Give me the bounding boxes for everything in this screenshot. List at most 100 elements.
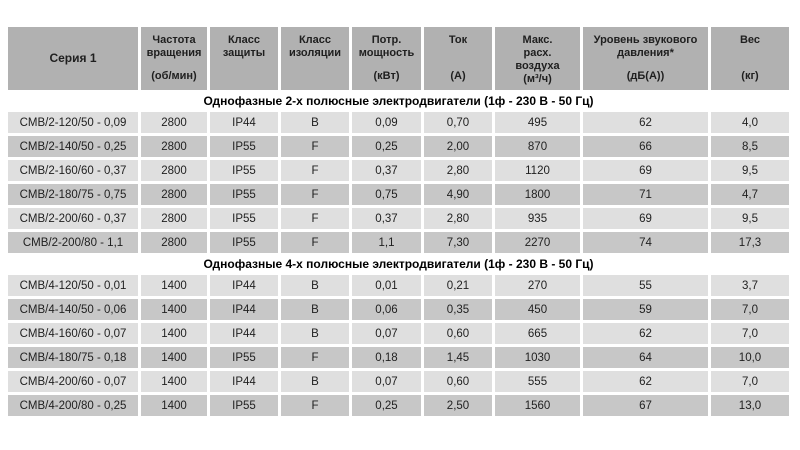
cell-power: 1,1 — [352, 232, 421, 253]
cell-insulation-class: B — [281, 371, 349, 392]
header-title: Вес — [712, 34, 788, 47]
table-row: CMB/4-180/75 - 0,18 1400 IP55 F 0,18 1,45 1030… — [8, 347, 789, 368]
cell-current: 0,60 — [424, 371, 492, 392]
cell-protection-class: IP55 — [210, 160, 278, 181]
header-line: защиты — [222, 47, 266, 59]
cell-weight: 7,0 — [711, 323, 789, 344]
cell-rpm: 1400 — [141, 371, 207, 392]
cell-insulation-class: F — [281, 208, 349, 229]
col-header-rpm: Частота вращения (об/мин) — [141, 27, 207, 90]
cell-power: 0,25 — [352, 136, 421, 157]
cell-insulation-class: B — [281, 275, 349, 296]
header-line: Серия 1 — [49, 51, 97, 65]
header-line: Макс. — [522, 34, 553, 46]
header-title: Макс. расх. воздуха — [496, 34, 579, 73]
cell-insulation-class: F — [281, 160, 349, 181]
table-row: CMB/2-160/60 - 0,37 2800 IP55 F 0,37 2,80 1120… — [8, 160, 789, 181]
cell-sound-level: 66 — [583, 136, 708, 157]
col-header-weight: Вес (кг) — [711, 27, 789, 90]
header-unit: (А) — [450, 70, 466, 82]
cell-current: 4,90 — [424, 184, 492, 205]
cell-insulation-class: B — [281, 323, 349, 344]
cell-weight: 10,0 — [711, 347, 789, 368]
cell-power: 0,07 — [352, 371, 421, 392]
cell-current: 0,70 — [424, 112, 492, 133]
header-unit: (дБ(А)) — [626, 70, 665, 82]
table-row: CMB/4-140/50 - 0,06 1400 IP44 B 0,06 0,35 450 5… — [8, 299, 789, 320]
table-row: CMB/4-200/80 - 0,25 1400 IP55 F 0,25 2,50 1560… — [8, 395, 789, 416]
header-unit: (м³/ч) — [523, 73, 552, 85]
cell-weight: 8,5 — [711, 136, 789, 157]
motor-spec-table: Серия 1 Частота вращения (об/мин) Класс защит… — [5, 24, 792, 419]
header-line: изоляции — [288, 47, 342, 59]
cell-sound-level: 67 — [583, 395, 708, 416]
cell-power: 0,25 — [352, 395, 421, 416]
cell-power: 0,07 — [352, 323, 421, 344]
cell-sound-level: 69 — [583, 208, 708, 229]
cell-sound-level: 62 — [583, 323, 708, 344]
cell-rpm: 1400 — [141, 347, 207, 368]
cell-sound-level: 55 — [583, 275, 708, 296]
cell-sound-level: 62 — [583, 371, 708, 392]
cell-airflow: 450 — [495, 299, 580, 320]
cell-rpm: 2800 — [141, 136, 207, 157]
table-row: CMB/2-200/80 - 1,1 2800 IP55 F 1,1 7,30 2270 74… — [8, 232, 789, 253]
header-line: Класс — [298, 34, 332, 46]
col-header-power: Потр. мощность (кВт) — [352, 27, 421, 90]
cell-insulation-class: F — [281, 232, 349, 253]
col-header-insulation-class: Класс изоляции — [281, 27, 349, 90]
cell-series: CMB/2-200/80 - 1,1 — [8, 232, 138, 253]
cell-protection-class: IP44 — [210, 323, 278, 344]
cell-protection-class: IP55 — [210, 347, 278, 368]
col-header-current: Ток (А) — [424, 27, 492, 90]
cell-protection-class: IP55 — [210, 395, 278, 416]
cell-protection-class: IP55 — [210, 136, 278, 157]
header-line: Частота — [152, 34, 196, 46]
cell-power: 0,37 — [352, 208, 421, 229]
cell-sound-level: 62 — [583, 112, 708, 133]
cell-weight: 17,3 — [711, 232, 789, 253]
header-line: Уровень звукового — [593, 34, 698, 46]
cell-rpm: 1400 — [141, 323, 207, 344]
cell-protection-class: IP44 — [210, 112, 278, 133]
cell-series: CMB/2-160/60 - 0,37 — [8, 160, 138, 181]
cell-power: 0,01 — [352, 275, 421, 296]
col-header-protection-class: Класс защиты — [210, 27, 278, 90]
cell-airflow: 870 — [495, 136, 580, 157]
header-unit: (об/мин) — [151, 70, 197, 82]
cell-protection-class: IP44 — [210, 275, 278, 296]
cell-series: CMB/2-140/50 - 0,25 — [8, 136, 138, 157]
cell-protection-class: IP55 — [210, 208, 278, 229]
header-title: Уровень звукового давления* — [584, 34, 707, 60]
cell-current: 0,21 — [424, 275, 492, 296]
cell-insulation-class: F — [281, 184, 349, 205]
table-row: CMB/4-120/50 - 0,01 1400 IP44 B 0,01 0,21 270 5… — [8, 275, 789, 296]
cell-rpm: 2800 — [141, 160, 207, 181]
cell-series: CMB/4-140/50 - 0,06 — [8, 299, 138, 320]
cell-insulation-class: B — [281, 299, 349, 320]
header-title: Ток — [425, 34, 491, 47]
col-header-sound-level: Уровень звукового давления* (дБ(А)) — [583, 27, 708, 90]
cell-airflow: 1560 — [495, 395, 580, 416]
cell-series: CMB/4-200/60 - 0,07 — [8, 371, 138, 392]
section-header-row: Однофазные 4-х полюсные электродвигатели… — [8, 256, 789, 272]
header-unit: (кВт) — [373, 70, 400, 82]
cell-weight: 9,5 — [711, 160, 789, 181]
header-line: давления* — [617, 47, 674, 59]
cell-rpm: 2800 — [141, 232, 207, 253]
cell-rpm: 1400 — [141, 299, 207, 320]
cell-current: 2,80 — [424, 160, 492, 181]
table-row: CMB/2-200/60 - 0,37 2800 IP55 F 0,37 2,80 935 6… — [8, 208, 789, 229]
cell-sound-level: 59 — [583, 299, 708, 320]
header-line: расх. — [523, 47, 552, 59]
section-title: Однофазные 2-х полюсные электродвигатели… — [8, 93, 789, 109]
cell-weight: 9,5 — [711, 208, 789, 229]
header-title: Потр. мощность — [353, 34, 420, 60]
header-line: вращения — [146, 47, 202, 59]
header-title: Класс защиты — [211, 34, 277, 60]
header-line: мощность — [358, 47, 415, 59]
cell-series: CMB/2-180/75 - 0,75 — [8, 184, 138, 205]
cell-current: 0,60 — [424, 323, 492, 344]
cell-airflow: 665 — [495, 323, 580, 344]
cell-power: 0,75 — [352, 184, 421, 205]
